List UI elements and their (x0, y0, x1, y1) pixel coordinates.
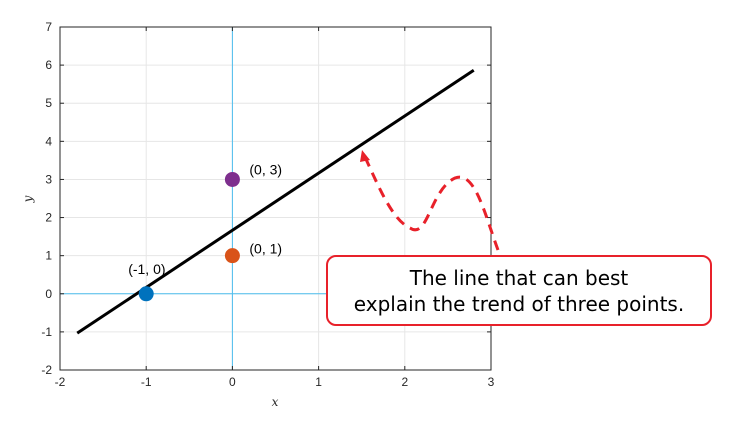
y-tick-label: 1 (45, 249, 52, 263)
point-label: (0, 3) (249, 161, 282, 177)
tick-labels: -2 -1 0 1 2 3 -2 -1 0 1 2 3 4 5 6 7 (41, 20, 494, 389)
annotation-arrowhead (360, 150, 370, 162)
y-tick-label: 7 (45, 20, 52, 34)
x-tick-label: -1 (141, 375, 152, 389)
y-axis-label: y (21, 195, 35, 203)
y-tick-label: 4 (45, 134, 52, 148)
annotation-line-1: The line that can best (409, 265, 629, 290)
y-tick-label: 6 (45, 58, 52, 72)
y-tick-label: 0 (45, 287, 52, 301)
x-tick-label: 2 (401, 375, 408, 389)
y-tick-label: 3 (45, 172, 52, 186)
x-axis-label: x (272, 395, 279, 409)
x-tick-label: -2 (55, 375, 66, 389)
data-point (138, 286, 154, 302)
x-tick-label: 1 (315, 375, 322, 389)
point-label: (-1, 0) (128, 261, 165, 277)
annotation-arrow (363, 156, 500, 251)
y-tick-label: -2 (41, 363, 52, 377)
annotation-callout: The line that can best explain the trend… (326, 255, 712, 326)
x-tick-label: 3 (488, 375, 495, 389)
data-point (224, 171, 240, 187)
data-point (224, 248, 240, 264)
x-tick-label: 0 (229, 375, 236, 389)
point-label: (0, 1) (249, 241, 282, 257)
y-tick-label: 2 (45, 211, 52, 225)
plot-frame (59, 26, 492, 371)
data-points: (-1, 0) (0, 1) (0, 3) (128, 161, 282, 302)
annotation-line-2: explain the trend of three points. (353, 291, 685, 316)
y-tick-label: 5 (45, 96, 52, 110)
y-tick-label: -1 (41, 325, 52, 339)
